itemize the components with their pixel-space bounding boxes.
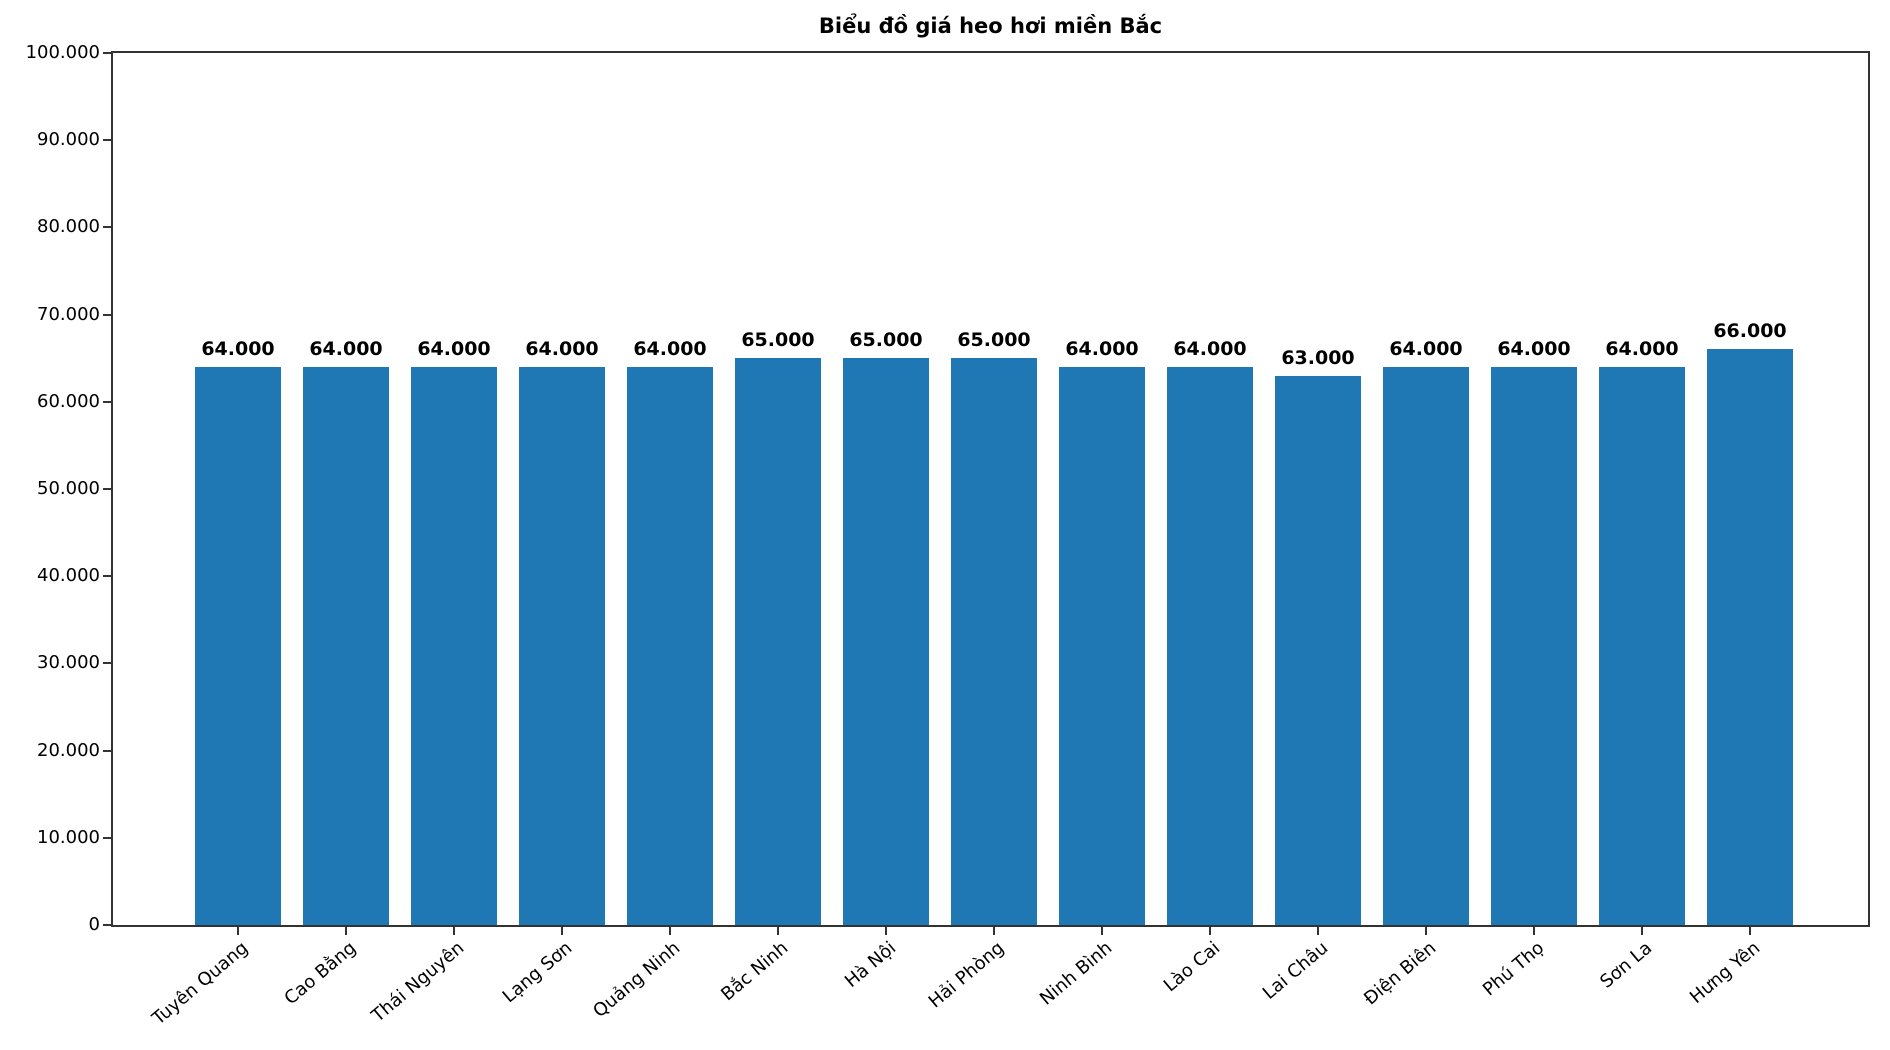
bar-value-label: 64.000 [1065,337,1139,360]
y-axis-tick-label: 20.000 [37,739,100,761]
x-axis-tick [453,927,455,935]
y-axis-tick [103,313,111,316]
x-axis-tick [1533,927,1535,935]
bar-3 [519,366,605,925]
x-axis-tick [237,927,239,935]
bar-7 [951,358,1037,925]
bar-1 [303,366,389,925]
bar-value-label: 64.000 [1497,337,1571,360]
bar-value-label: 63.000 [1281,346,1355,369]
x-axis-tick [1101,927,1103,935]
y-axis-tick-label: 80.000 [37,216,100,238]
y-axis-tick-label: 40.000 [37,565,100,587]
y-axis-tick-label: 70.000 [37,303,100,325]
y-axis-tick [103,226,111,229]
x-axis-tick [1317,927,1319,935]
y-axis-tick [103,662,111,665]
y-axis-tick-label: 90.000 [37,129,100,151]
bar-2 [411,366,497,925]
x-axis-tick [1749,927,1751,935]
x-axis-tick [669,927,671,935]
y-axis-tick [103,836,111,839]
y-axis-tick [103,488,111,490]
x-axis-tick [561,927,563,935]
bar-value-label: 64.000 [417,337,491,360]
bar-value-label: 66.000 [1713,320,1787,343]
chart-title: Biểu đồ giá heo hơi miền Bắc [818,14,1163,38]
y-axis-tick-label: 0 [88,914,100,935]
bar-14 [1707,349,1793,925]
x-axis-tick [993,927,995,935]
y-axis-tick-label: 30.000 [37,652,100,674]
bar-value-label: 65.000 [849,329,923,352]
x-axis-tick [777,927,779,935]
x-axis-tick [1209,927,1211,935]
y-axis-tick-label: 50.000 [37,478,100,499]
bar-8 [1059,366,1145,925]
y-axis-tick [103,924,111,926]
bar-0 [195,366,281,925]
bar-12 [1491,366,1577,925]
bar-value-label: 64.000 [309,337,383,360]
y-axis-tick-label: 60.000 [37,390,100,412]
bar-11 [1383,366,1469,925]
bar-value-label: 64.000 [201,337,275,360]
bar-6 [843,358,929,925]
y-axis-tick [103,749,111,752]
y-axis-tick [103,139,111,142]
bar-value-label: 64.000 [1605,337,1679,360]
bar-10 [1275,375,1361,925]
bar-5 [735,358,821,925]
y-axis-tick-label: 100.000 [25,42,100,63]
y-axis-tick-label: 10.000 [37,826,100,848]
bar-value-label: 64.000 [633,337,707,360]
plot-area: 0 10.000 20.000 30.000 40.000 50.000 60.000 70.… [26,44,1870,1029]
bar-value-label: 65.000 [957,329,1031,352]
x-axis-tick [1425,927,1427,935]
bar-value-label: 65.000 [741,329,815,352]
bar-9 [1167,366,1253,925]
bar-value-label: 64.000 [525,337,599,360]
y-axis-tick [103,52,111,54]
x-axis-tick [885,927,887,935]
x-axis-tick-label: Tuyên Quang [148,937,253,1030]
x-axis-tick [345,927,347,935]
y-axis-tick [103,400,111,403]
bar-value-label: 64.000 [1173,337,1247,360]
bar-4 [627,366,713,925]
y-axis-tick [103,575,111,578]
bar-13 [1599,366,1685,925]
bar-value-label: 64.000 [1389,337,1463,360]
x-axis-tick [1641,927,1643,935]
